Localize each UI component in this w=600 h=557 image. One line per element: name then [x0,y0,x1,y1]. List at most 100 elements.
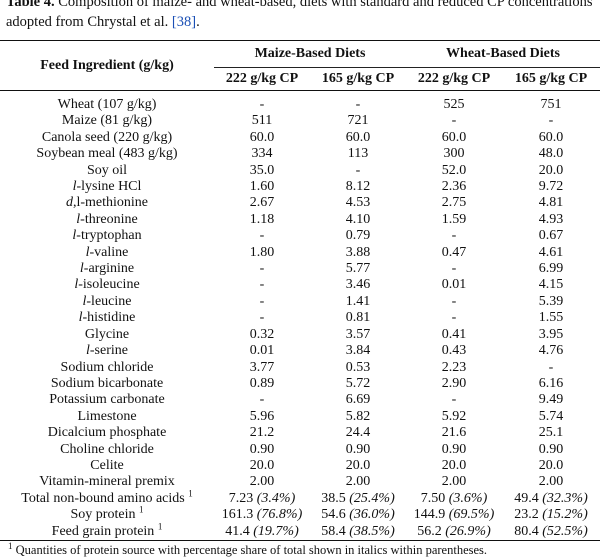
cell-value: 144.9 (69.5%) [413,507,495,523]
table-row: Canola seed (220 g/kg) 60.0 60.0 60.0 60.0 [0,130,600,146]
cell-value: 0.79 [345,228,371,244]
cell-value: 20.0 [249,457,275,473]
cell-value: 48.0 [538,146,564,162]
cell-value: - [259,228,265,244]
ingredient-name: l-lysine HCl [72,179,142,195]
subcol-header: 222 g/kg CP [225,71,299,86]
cell-value: 751 [540,97,562,112]
cell-value: 9.72 [538,179,564,195]
table-caption: Table 4. Composition of maize- and wheat… [6,0,600,32]
cell-value: 334 [251,146,273,162]
ingredient-name: l-histidine [78,310,136,326]
table-row: Choline chloride 0.90 0.90 0.90 0.90 [0,442,600,458]
cell-value: 9.49 [538,392,564,408]
table-row: Sodium chloride 3.77 0.53 2.23 - [0,360,600,376]
table-row: Soy oil 35.0 - 52.0 20.0 [0,163,600,179]
cell-value: 0.01 [441,277,467,293]
table-row: Glycine 0.32 3.57 0.41 3.95 [0,327,600,343]
cell-value: 49.4 (32.3%) [514,490,588,506]
cell-value: 60.0 [538,129,564,145]
ingredient-name: Potassium carbonate [49,392,165,408]
table-row: Maize (81 g/kg) 511 721 - - [0,113,600,129]
ingredient-name: Celite [90,457,124,473]
footnote: 1 Quantities of protein source with perc… [8,540,488,557]
cell-value: 0.90 [538,441,564,457]
ingredient-name: Soy protein 1 [70,504,144,523]
cell-value: - [451,310,457,326]
table-label: Table 4. [6,0,55,10]
cell-value: 2.75 [441,195,467,211]
table-row: l-valine 1.80 3.88 0.47 4.61 [0,245,600,261]
cell-value: 6.16 [538,375,564,391]
cell-value: - [259,392,265,408]
cell-value: 0.53 [345,359,371,375]
cell-value: - [451,113,457,129]
table-row: l-arginine - 5.77 - 6.99 [0,261,600,277]
ingredient-name: Soy oil [86,162,128,178]
cell-value: - [259,277,265,293]
ingredient-name: l-tryptophan [72,228,142,244]
wheat-group-header: Wheat-Based Diets [406,40,600,68]
ingredient-name: Sodium bicarbonate [50,375,164,391]
maize-group-header: Maize-Based Diets [214,40,406,68]
ingredient-name: Canola seed (220 g/kg) [41,129,173,145]
cell-value: 3.95 [538,326,564,342]
cell-value: 0.32 [249,326,275,342]
cell-value: 20.0 [538,457,564,473]
cell-value: - [548,359,554,375]
ingredient-name: l-valine [85,244,129,260]
table-row: Soybean meal (483 g/kg) 334 113 300 48.0 [0,146,600,162]
ingredient-name: d,l-methionine [65,195,149,211]
table-row: Feed grain protein 1 41.4 (19.7%) 58.4 (38… [0,520,600,541]
cell-value: - [259,261,265,277]
ingredient-name: Total non-bound amino acids 1 [21,488,193,506]
ingredient-name: Feed grain protein 1 [51,520,163,539]
cell-value: 0.90 [249,441,275,457]
cell-value: 3.88 [345,244,371,260]
table-row: l-isoleucine - 3.46 0.01 4.15 [0,277,600,293]
cell-value: 525 [443,97,465,112]
cell-value: 2.00 [538,474,564,490]
cell-value: 1.41 [345,293,371,309]
table-body: Wheat (107 g/kg) - -525 751 Maize (81 g/kg) 5… [0,91,600,541]
cell-value: 0.90 [441,441,467,457]
cell-value: 25.1 [538,425,564,441]
subcol-header: 165 g/kg CP [321,71,395,86]
ingredient-name: Maize (81 g/kg) [61,113,153,129]
cell-value: 721 [347,113,369,129]
table-row: Vitamin-mineral premix 2.00 2.00 2.00 2.00 [0,474,600,490]
cell-value: 3.84 [345,343,371,359]
cell-value: 1.80 [249,244,275,260]
composition-table: Feed Ingredient (g/kg) Maize-Based Diets… [0,40,600,541]
cell-value: 41.4 (19.7%) [225,523,299,539]
table-row: Potassium carbonate - 6.69 - 9.49 [0,392,600,408]
footnote-text: Quantities of protein source with percen… [12,543,488,557]
caption-text: Composition of maize- and wheat-based, d… [6,0,593,30]
cell-value: 0.01 [249,343,275,359]
cell-value: 0.67 [538,228,564,244]
cell-value: 5.92 [441,408,467,424]
cell-value: 4.81 [538,195,564,211]
table-row: l-threonine 1.18 4.10 1.59 4.93 [0,212,600,228]
table-row: l-serine 0.01 3.84 0.43 4.76 [0,343,600,359]
footnote-marker: 1 [8,540,13,551]
cell-value: 23.2 (15.2%) [514,507,588,523]
cell-value: - [259,310,265,326]
cell-value: 0.90 [345,441,371,457]
ingredient-name: Limestone [77,408,137,424]
cell-value: - [355,97,361,112]
cell-value: 0.47 [441,244,467,260]
citation-link[interactable]: [38] [171,14,197,30]
cell-value: 0.81 [345,310,371,326]
cell-value: 54.6 (36.0%) [321,507,395,523]
subcol-header: 222 g/kg CP [417,71,491,86]
cell-value: 52.0 [441,162,467,178]
cell-value: 4.53 [345,195,371,211]
cell-value: 113 [347,146,369,162]
cell-value: 58.4 (38.5%) [321,523,395,539]
ingredient-name: l-arginine [79,261,135,277]
ingredient-name: l-isoleucine [74,277,140,293]
cell-value: 6.99 [538,261,564,277]
cell-value: 1.18 [249,211,275,227]
table-row: Total non-bound amino acids 1 7.23 (3.4%)… [0,488,600,507]
